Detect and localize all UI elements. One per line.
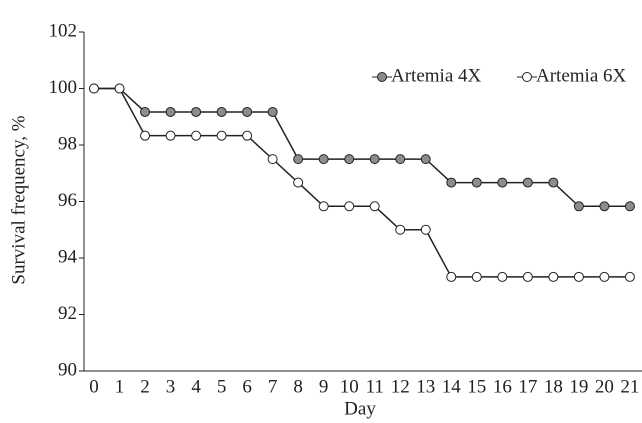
x-axis-title: Day [344,398,376,419]
data-point [624,201,635,212]
x-tick-label: 20 [595,376,614,397]
data-point [522,177,533,188]
x-tick-label: 2 [140,376,150,397]
y-tick-label: 98 [58,133,77,154]
y-tick-label: 100 [49,77,78,98]
data-point [522,271,533,282]
y-axis-title: Survival frequency, % [8,115,29,284]
y-tick-label: 102 [49,20,78,41]
data-point [497,271,508,282]
data-point [89,83,99,94]
data-point [191,106,202,117]
x-tick-label: 6 [242,376,252,397]
x-tick-label: 18 [544,376,563,397]
data-point [344,154,355,165]
data-point [395,224,406,235]
x-tick-label: 11 [366,376,384,397]
data-point [599,271,610,282]
data-point [420,224,431,235]
legend-marker [377,72,387,82]
y-tick-label: 94 [58,246,78,267]
x-tick-label: 3 [166,376,176,397]
x-tick-label: 1 [115,376,125,397]
series-line [94,87,630,208]
data-point [216,106,227,117]
x-tick-label: 4 [191,376,201,397]
data-point [497,177,508,188]
data-point [395,154,406,165]
data-point [267,106,278,117]
data-point [420,154,431,165]
data-point [548,271,559,282]
y-tick-label: 90 [58,359,77,380]
data-point [318,154,329,165]
x-tick-label: 12 [391,376,410,397]
data-point [471,271,482,282]
x-tick-label: 5 [217,376,227,397]
x-tick-label: 8 [293,376,303,397]
data-point [548,177,559,188]
data-point [573,201,584,212]
x-tick-label: 14 [442,376,462,397]
data-point [573,271,584,282]
legend-label: Artemia 6X [536,65,627,86]
data-point [599,201,610,212]
data-point [140,106,151,117]
x-tick-label: 16 [493,376,512,397]
data-point [191,130,202,141]
x-tick-label: 17 [518,376,537,397]
data-point [216,130,227,141]
legend-marker [522,72,532,82]
y-tick-label: 92 [58,303,77,324]
data-point [114,83,125,94]
data-point [471,177,482,188]
data-point [165,106,176,117]
data-point [369,154,380,165]
data-point [446,271,457,282]
data-point [446,177,457,188]
x-tick-label: 10 [340,376,359,397]
x-tick-label: 19 [569,376,588,397]
data-point [344,201,355,212]
data-point [140,130,151,141]
x-tick-label: 13 [416,376,435,397]
x-tick-label: 15 [467,376,486,397]
data-point [318,201,329,212]
data-point [242,106,253,117]
data-point [242,130,253,141]
data-point [293,154,304,165]
series-line [94,87,630,278]
data-point [267,154,278,165]
data-point [165,130,176,141]
data-point [293,177,304,188]
data-point [369,201,380,212]
x-tick-label: 7 [268,376,278,397]
x-tick-label: 0 [89,376,99,397]
data-point [624,271,635,282]
legend-label: Artemia 4X [391,65,482,86]
x-tick-label: 9 [319,376,329,397]
x-tick-label: 21 [620,376,639,397]
y-tick-label: 96 [58,190,77,211]
